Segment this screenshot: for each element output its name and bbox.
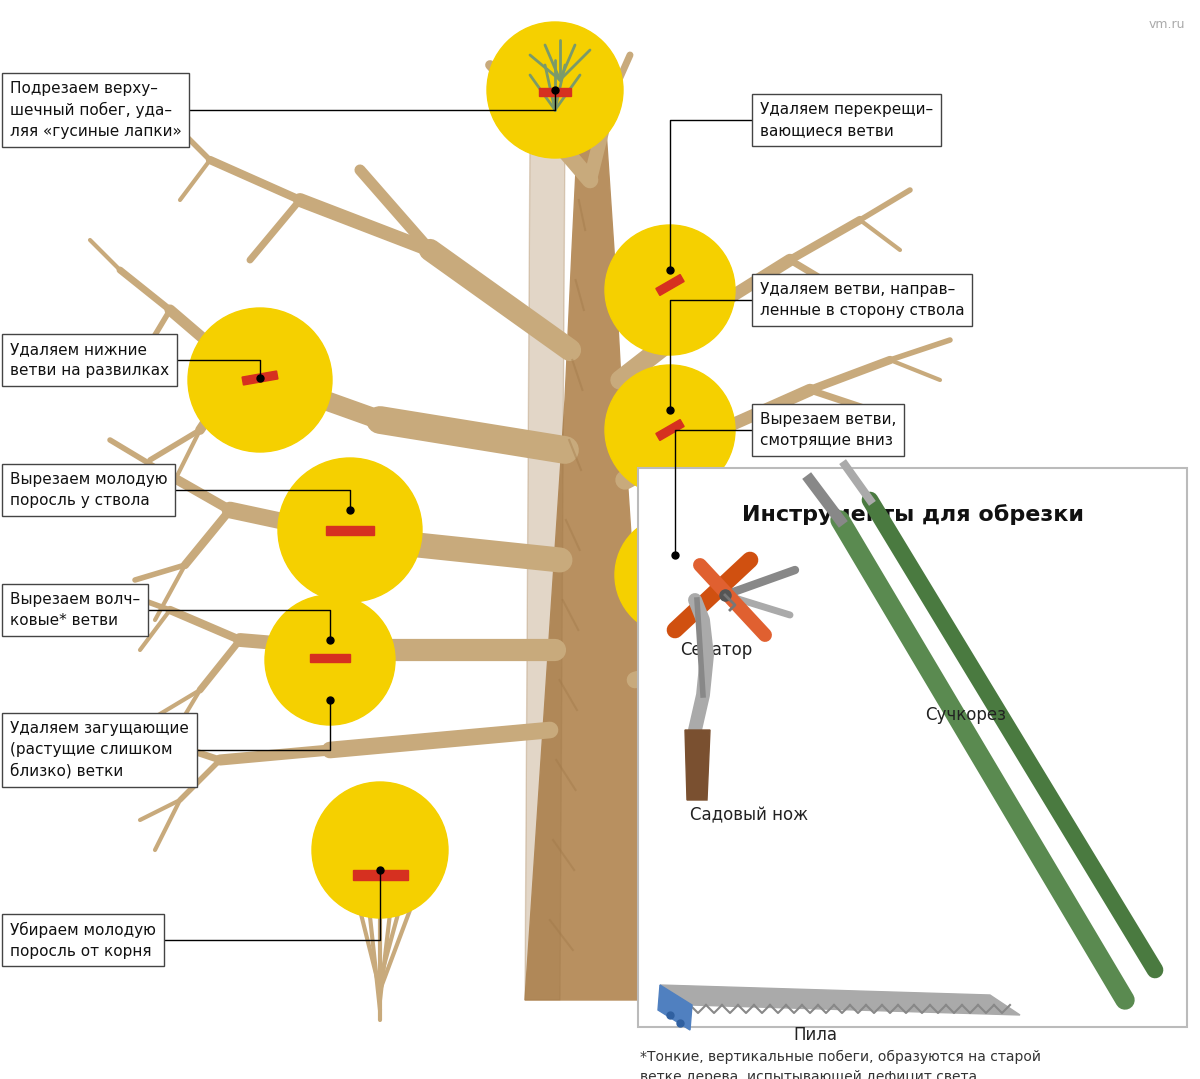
Text: Инструменты для обрезки: Инструменты для обрезки bbox=[742, 505, 1084, 525]
Circle shape bbox=[188, 308, 332, 452]
Text: Удаляем перекрещи–
вающиеся ветви: Удаляем перекрещи– вающиеся ветви bbox=[760, 103, 934, 138]
Polygon shape bbox=[685, 730, 710, 800]
Text: *Тонкие, вертикальные побеги, образуются на старой
ветке дерева, испытывающей де: *Тонкие, вертикальные побеги, образуются… bbox=[640, 1050, 1042, 1079]
Bar bbox=[662, 563, 688, 581]
Bar bbox=[242, 371, 278, 385]
FancyBboxPatch shape bbox=[638, 468, 1187, 1027]
Bar bbox=[539, 88, 571, 96]
Text: Удаляем нижние
ветви на развилках: Удаляем нижние ветви на развилках bbox=[10, 342, 169, 378]
Text: Удаляем загущающие
(растущие слишком
близко) ветки: Удаляем загущающие (растущие слишком бли… bbox=[10, 721, 188, 779]
Text: Вырезаем ветви,
смотрящие вниз: Вырезаем ветви, смотрящие вниз bbox=[760, 412, 896, 448]
Text: vm.ru: vm.ru bbox=[1148, 18, 1186, 31]
Circle shape bbox=[312, 782, 448, 918]
Bar bbox=[656, 274, 684, 296]
Circle shape bbox=[605, 226, 734, 355]
Polygon shape bbox=[526, 129, 655, 1000]
Circle shape bbox=[278, 457, 422, 602]
Bar bbox=[310, 654, 350, 663]
Text: Пила: Пила bbox=[793, 1026, 838, 1044]
Polygon shape bbox=[526, 129, 565, 1000]
Circle shape bbox=[616, 515, 734, 636]
Circle shape bbox=[605, 365, 734, 495]
Text: Удаляем ветви, направ–
ленные в сторону ствола: Удаляем ветви, направ– ленные в сторону … bbox=[760, 282, 965, 318]
Text: Секатор: Секатор bbox=[680, 641, 752, 659]
Polygon shape bbox=[658, 985, 692, 1030]
Bar bbox=[353, 870, 408, 880]
Circle shape bbox=[487, 22, 623, 158]
Text: Вырезаем молодую
поросль у ствола: Вырезаем молодую поросль у ствола bbox=[10, 472, 168, 508]
Text: Вырезаем волч–
ковые* ветви: Вырезаем волч– ковые* ветви bbox=[10, 592, 140, 628]
Text: Садовый нож: Садовый нож bbox=[690, 806, 808, 824]
Polygon shape bbox=[660, 985, 1020, 1015]
Bar bbox=[326, 525, 374, 534]
Text: Сучкорез: Сучкорез bbox=[925, 706, 1006, 724]
Bar bbox=[656, 420, 684, 440]
Text: Убираем молодую
поросль от корня: Убираем молодую поросль от корня bbox=[10, 921, 156, 958]
Circle shape bbox=[265, 595, 395, 725]
Text: Подрезаем верху–
шечный побег, уда–
ляя «гусиные лапки»: Подрезаем верху– шечный побег, уда– ляя … bbox=[10, 81, 181, 139]
